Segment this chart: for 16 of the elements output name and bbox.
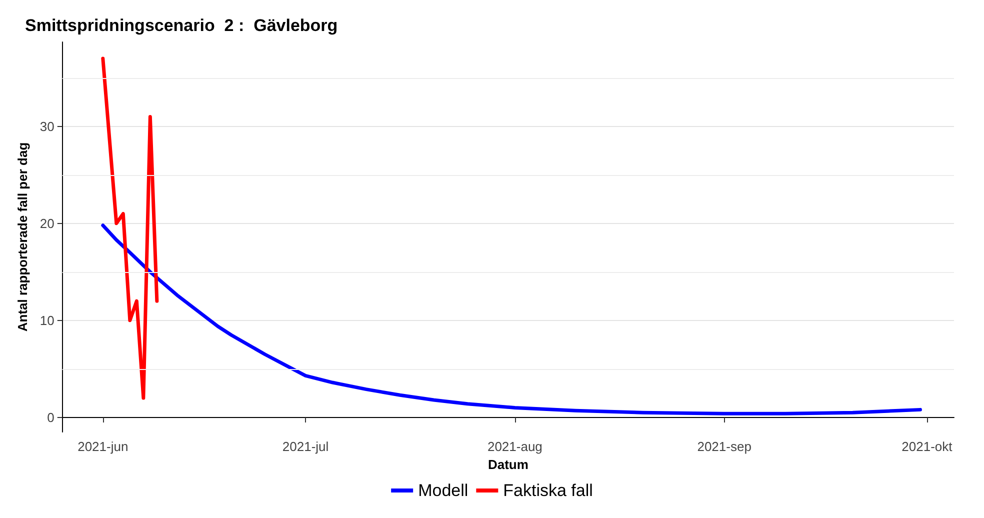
chart-title: Smittspridningscenario 2 : Gävleborg bbox=[25, 16, 338, 35]
y-tick-label: 10 bbox=[40, 312, 54, 328]
x-tick-label: 2021-jul bbox=[282, 439, 329, 454]
legend-label: Modell bbox=[418, 481, 468, 500]
legend-label: Faktiska fall bbox=[503, 481, 593, 500]
y-tick-label: 0 bbox=[47, 410, 54, 425]
x-tick-label: 2021-jun bbox=[78, 439, 128, 454]
y-axis-title: Antal rapporterade fall per dag bbox=[15, 142, 30, 332]
x-tick-label: 2021-aug bbox=[487, 439, 542, 454]
y-tick-label: 20 bbox=[40, 216, 54, 231]
x-tick-label: 2021-sep bbox=[697, 439, 752, 454]
x-axis-title: Datum bbox=[488, 457, 528, 472]
x-tick-label: 2021-okt bbox=[902, 439, 953, 454]
y-tick-label: 30 bbox=[40, 118, 54, 134]
line-series bbox=[101, 56, 159, 400]
line-series bbox=[101, 224, 922, 416]
